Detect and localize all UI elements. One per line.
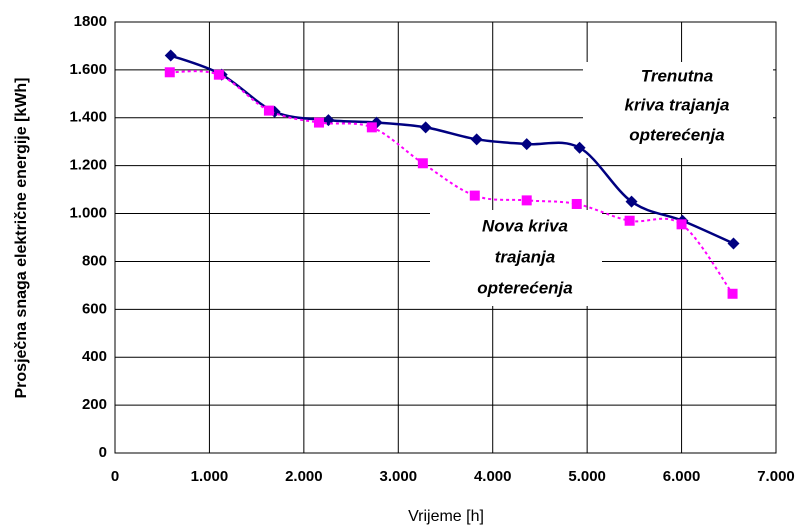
y-tick-label: 0 xyxy=(99,444,107,461)
y-axis-title: Prosječna snaga električne energije [kWh… xyxy=(13,77,30,398)
point-marker xyxy=(727,237,740,250)
x-tick-label: 1.000 xyxy=(191,468,229,485)
y-tick-label: 400 xyxy=(82,348,107,365)
point-marker xyxy=(419,121,432,134)
x-tick-label: 0 xyxy=(111,468,119,485)
annotation: kriva trajanja xyxy=(625,95,730,114)
point-marker xyxy=(366,122,377,133)
y-tick-label: 200 xyxy=(82,396,107,413)
x-tick-label: 4.000 xyxy=(474,468,512,485)
annotation-box xyxy=(430,210,602,306)
y-tick-label: 1.400 xyxy=(69,109,107,126)
x-tick-label: 6.000 xyxy=(663,468,701,485)
y-tick-label: 1.200 xyxy=(69,157,107,174)
point-marker xyxy=(469,190,480,201)
point-marker xyxy=(676,219,687,230)
x-tick-label: 3.000 xyxy=(380,468,418,485)
point-marker xyxy=(727,288,738,299)
point-marker xyxy=(417,158,428,169)
point-marker xyxy=(625,195,638,208)
x-tick-label: 7.000 xyxy=(757,468,795,485)
point-marker xyxy=(164,49,177,62)
y-tick-label: 1800 xyxy=(74,13,107,30)
annotation-box xyxy=(583,62,773,158)
annotation: Trenutna xyxy=(641,66,713,85)
point-marker xyxy=(571,198,582,209)
annotation: Nova kriva xyxy=(482,216,568,235)
point-marker xyxy=(313,117,324,128)
point-marker xyxy=(573,141,586,154)
annotation: opterećenja xyxy=(477,278,572,297)
annotation: trajanja xyxy=(495,247,555,266)
point-marker xyxy=(520,138,533,151)
annotation: opterećenja xyxy=(629,125,724,144)
x-tick-label: 2.000 xyxy=(285,468,323,485)
y-tick-label: 800 xyxy=(82,252,107,269)
y-tick-label: 1.000 xyxy=(69,205,107,222)
y-tick-label: 1.600 xyxy=(69,61,107,78)
point-marker xyxy=(470,133,483,146)
point-marker xyxy=(164,67,175,78)
y-tick-label: 600 xyxy=(82,300,107,317)
point-marker xyxy=(213,69,224,80)
x-axis-title: Vrijeme [h] xyxy=(408,508,484,525)
point-marker xyxy=(521,195,532,206)
x-tick-label: 5.000 xyxy=(568,468,606,485)
point-marker xyxy=(263,105,274,116)
point-marker xyxy=(624,215,635,226)
